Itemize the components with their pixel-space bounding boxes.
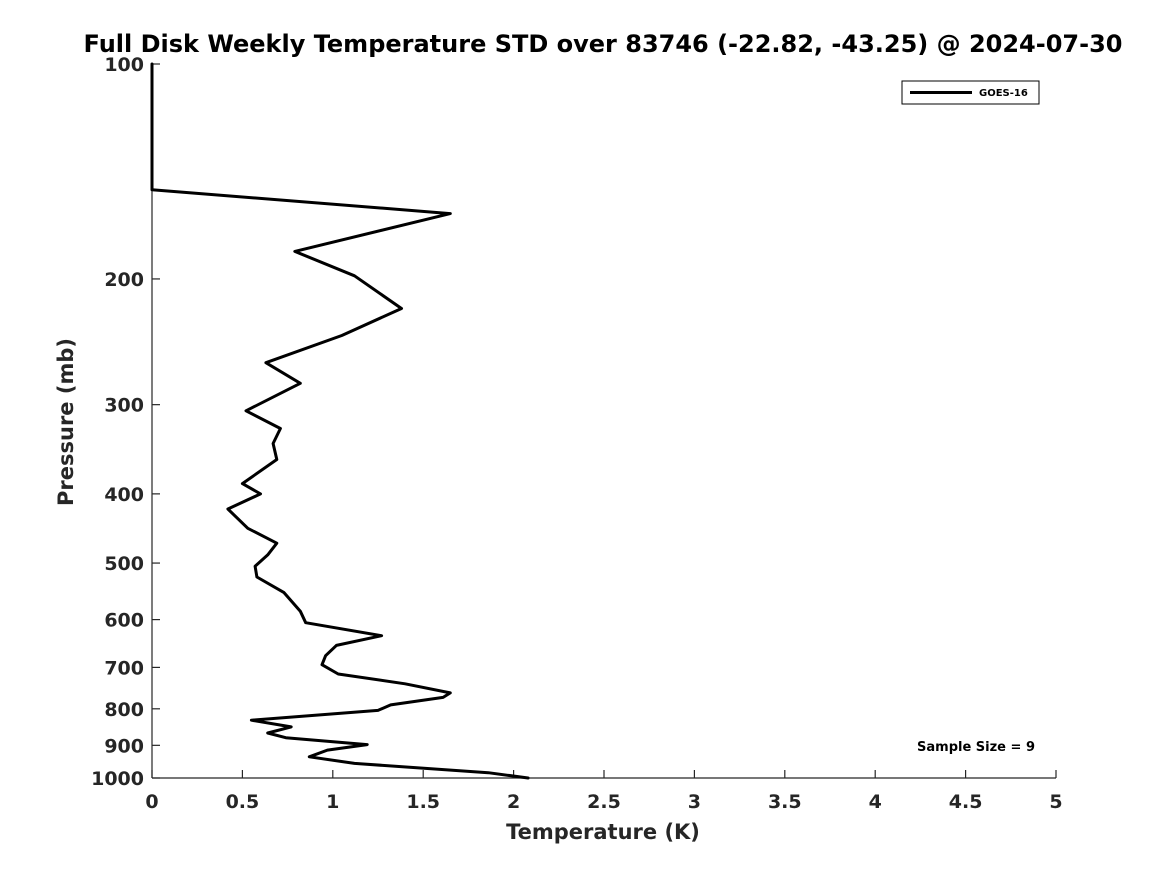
y-tick-label: 900 xyxy=(104,735,144,757)
x-tick-label: 3.5 xyxy=(768,791,802,813)
y-tick-label: 500 xyxy=(104,553,144,575)
series-layer xyxy=(150,62,530,780)
x-tick-label: 0.5 xyxy=(226,791,260,813)
y-tick-label: 700 xyxy=(104,657,144,679)
x-tick-label: 4 xyxy=(869,791,882,813)
y-tick-label: 400 xyxy=(104,484,144,506)
x-tick-label: 1.5 xyxy=(406,791,440,813)
legend: GOES-16 xyxy=(901,80,1040,105)
axes xyxy=(151,64,1056,779)
x-tick-label: 0 xyxy=(145,791,158,813)
x-axis-label: Temperature (K) xyxy=(506,820,700,844)
x-axis-ticks: 0 0.5 1 1.5 2 2.5 3 3.5 4 4.5 5 xyxy=(145,770,1063,813)
y-tick-label: 300 xyxy=(104,395,144,417)
y-tick-label: 100 xyxy=(104,54,144,76)
y-tick-label: 1000 xyxy=(91,768,144,790)
x-tick-label: 1 xyxy=(326,791,339,813)
y-tick-label: 800 xyxy=(104,699,144,721)
y-tick-label: 200 xyxy=(104,269,144,291)
x-tick-label: 2 xyxy=(507,791,520,813)
sample-size-annotation: Sample Size = 9 xyxy=(917,740,1035,755)
x-tick-label: 4.5 xyxy=(949,791,983,813)
y-axis-ticks: 100 200 300 400 500 600 700 800 900 1000 xyxy=(91,54,160,790)
x-tick-label: 2.5 xyxy=(587,791,621,813)
series-line-goes16 xyxy=(150,62,530,780)
legend-label-goes16: GOES-16 xyxy=(979,88,1028,99)
x-tick-label: 5 xyxy=(1049,791,1062,813)
x-tick-label: 3 xyxy=(688,791,701,813)
chart-title: Full Disk Weekly Temperature STD over 83… xyxy=(84,30,1123,58)
y-tick-label: 600 xyxy=(104,610,144,632)
y-axis-label: Pressure (mb) xyxy=(54,338,78,506)
